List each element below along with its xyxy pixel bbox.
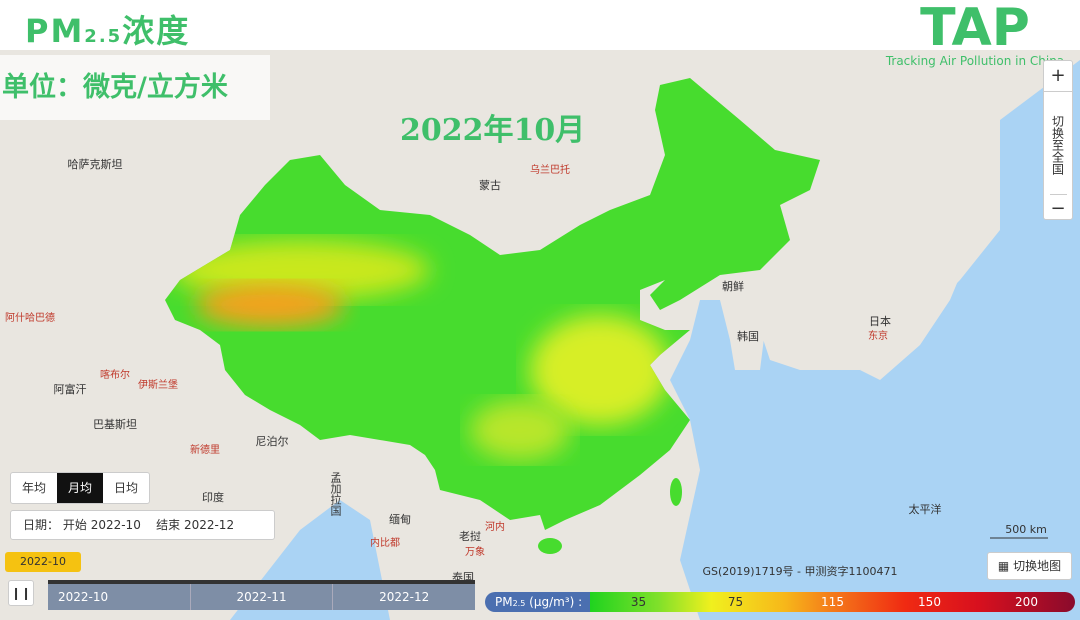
start-date[interactable]: 2022-10 <box>90 518 141 532</box>
legend-label-main: PM <box>495 595 513 609</box>
reset-view[interactable]: 切换至全国 <box>1049 92 1067 195</box>
map-label: 万象 <box>465 546 485 558</box>
credit: GS(2019)1719号 - 甲测资字1100471 <box>702 564 897 578</box>
color-ramp: 35 75 115 150 200 <box>590 592 1075 612</box>
play-pause[interactable]: ❙❙ <box>8 580 34 606</box>
hainan <box>538 538 562 554</box>
map-label: 东京 <box>868 329 888 342</box>
scale-label: 500 km <box>1005 523 1047 536</box>
map-label: 韩国 <box>737 329 759 343</box>
period: 2022年10月 <box>400 113 586 148</box>
title-suffix: 浓度 <box>122 12 191 50</box>
header-bar <box>0 0 1080 50</box>
map-label: 阿富汗 <box>54 382 87 396</box>
unit: 单位：微克/立方米 <box>2 72 228 103</box>
zoom-in[interactable]: + <box>1044 61 1072 92</box>
timeline[interactable]: 2022-10 2022-11 2022-12 <box>48 580 475 610</box>
map-label: 喀布尔 <box>100 368 130 381</box>
map-label: 新德里 <box>190 443 220 456</box>
legend-label-unit: (μg/m³) : <box>525 595 583 609</box>
start-label: 开始 <box>62 518 87 532</box>
legend: PM2.5 (μg/m³) : 35 75 115 150 200 <box>485 592 1075 612</box>
map-label: 印度 <box>202 490 224 504</box>
logo-tagline: Tracking Air Pollution in China <box>885 54 1065 68</box>
timeline-current: 2022-10 <box>5 552 81 572</box>
timeline-tick: 2022-12 <box>379 590 430 604</box>
legend-label: PM2.5 (μg/m³) : <box>485 592 590 612</box>
ocean <box>230 60 1080 620</box>
map-label: 哈萨克斯坦 <box>68 157 123 171</box>
map-label: 内比都 <box>370 536 400 549</box>
legend-label-sub: 2.5 <box>512 599 526 608</box>
timeline-tick: 2022-11 <box>191 584 334 610</box>
map-label: 河内 <box>485 520 505 533</box>
zoom-control: + 切换至全国 − <box>1043 60 1073 220</box>
map-label: 乌兰巴托 <box>530 163 570 176</box>
logo-mark: TAP <box>920 0 1030 58</box>
zoom-out[interactable]: − <box>1050 198 1066 219</box>
tab-active[interactable]: 月均 <box>57 473 103 503</box>
map-label: 老挝 <box>459 529 481 543</box>
timeline-tick: 2022-10 <box>48 584 191 610</box>
title-main: PM <box>25 12 85 50</box>
japan <box>860 80 980 380</box>
legend-tick: 150 <box>918 595 941 609</box>
map-label: 日本 <box>869 314 891 328</box>
legend-tick: 200 <box>1015 595 1038 609</box>
date-range: 日期： 开始 2022-10 结束 2022-12 <box>10 510 275 540</box>
map-label: 巴基斯坦 <box>93 417 137 431</box>
map-label: 缅甸 <box>389 512 411 526</box>
end-date[interactable]: 2022-12 <box>183 518 235 532</box>
logo: TAP Tracking Air Pollution in China <box>875 0 1075 68</box>
map-label: 尼泊尔 <box>256 435 289 448</box>
mode-tabs: 年均 月均 日均 <box>10 472 150 504</box>
title: PM2.5浓度 <box>25 6 190 52</box>
title-sub: 2.5 <box>84 26 123 47</box>
switch-map[interactable]: ▦ 切换地图 <box>987 552 1072 580</box>
tab[interactable]: 日均 <box>113 481 138 495</box>
map-label: 朝鲜 <box>722 279 744 293</box>
switch-map-label: 切换地图 <box>1013 559 1062 573</box>
taiwan <box>670 478 682 506</box>
date-label: 日期： <box>23 518 60 532</box>
tab[interactable]: 年均 <box>21 481 46 495</box>
unit-box: 单位：微克/立方米 <box>0 55 270 120</box>
korea <box>720 300 765 370</box>
end-label: 结束 <box>156 518 181 532</box>
map-label: 阿什哈巴德 <box>5 311 55 324</box>
legend-tick: 75 <box>727 595 744 609</box>
map-label: 伊斯兰堡 <box>138 378 178 391</box>
map-label: 孟加拉国 <box>329 472 342 517</box>
legend-tick: 35 <box>630 595 647 609</box>
legend-tick: 115 <box>821 595 844 609</box>
map-label: 太平洋 <box>909 502 942 516</box>
map-label: 蒙古 <box>479 179 501 192</box>
